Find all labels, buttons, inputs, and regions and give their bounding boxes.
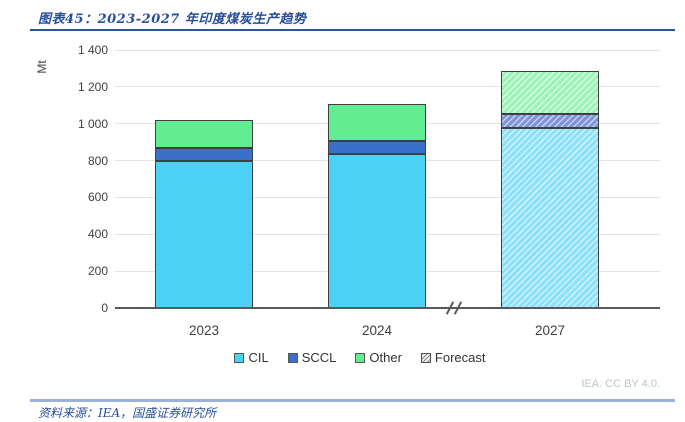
gridline-1200 <box>115 86 660 88</box>
legend-item-cil: CIL <box>234 350 269 365</box>
chart-legend: CIL SCCL Other Forecast <box>60 350 660 365</box>
bar-segment-2023-sccl <box>155 147 253 162</box>
y-tick-label: 1 200 <box>77 79 108 94</box>
x-tick-label-2027: 2027 <box>534 323 566 338</box>
attribution-text: IEA. CC BY 4.0. <box>581 378 660 390</box>
bar-segment-2024-cil <box>328 154 426 308</box>
legend-label: SCCL <box>301 350 337 365</box>
bar-segment-2024-sccl <box>328 141 426 155</box>
legend-item-sccl: SCCL <box>287 350 337 365</box>
legend-swatch-cil <box>234 352 245 363</box>
y-axis-unit-label: Mt <box>35 60 49 74</box>
gridline-1400 <box>115 49 660 51</box>
y-tick-label: 1 000 <box>77 116 108 131</box>
bar-segment-2027-sccl <box>501 113 599 129</box>
bar-segment-2027-cil <box>501 128 599 308</box>
x-axis-line <box>115 307 660 309</box>
bar-segment-2027-other <box>501 71 599 114</box>
x-tick-label-2024: 2024 <box>361 323 393 338</box>
bar-segment-2023-other <box>155 120 253 148</box>
x-tick-label-2023: 2023 <box>188 323 220 338</box>
bar-segment-2024-other <box>328 104 426 142</box>
source-note: 资料来源：IEA，国盛证券研究所 <box>38 406 217 420</box>
legend-swatch-sccl <box>287 352 298 363</box>
y-tick-label: 600 <box>87 190 108 205</box>
y-tick-label: 800 <box>87 153 108 168</box>
footer-divider <box>30 399 675 402</box>
legend-item-forecast: Forecast <box>420 350 486 365</box>
legend-label: CIL <box>248 350 269 365</box>
legend-swatch-forecast <box>420 352 431 363</box>
legend-label: Other <box>369 350 402 365</box>
legend-swatch-other <box>355 352 366 363</box>
legend-item-other: Other <box>355 350 402 365</box>
bar-segment-2023-cil <box>155 161 253 308</box>
figure-title: 图表45：2023-2027 年印度煤炭生产趋势 <box>38 12 307 27</box>
y-tick-label: 200 <box>87 264 108 279</box>
y-tick-label: 0 <box>101 301 108 315</box>
title-divider <box>30 29 675 31</box>
legend-label: Forecast <box>434 350 486 365</box>
y-tick-label: 1 400 <box>77 43 108 57</box>
y-tick-label: 400 <box>87 227 108 242</box>
